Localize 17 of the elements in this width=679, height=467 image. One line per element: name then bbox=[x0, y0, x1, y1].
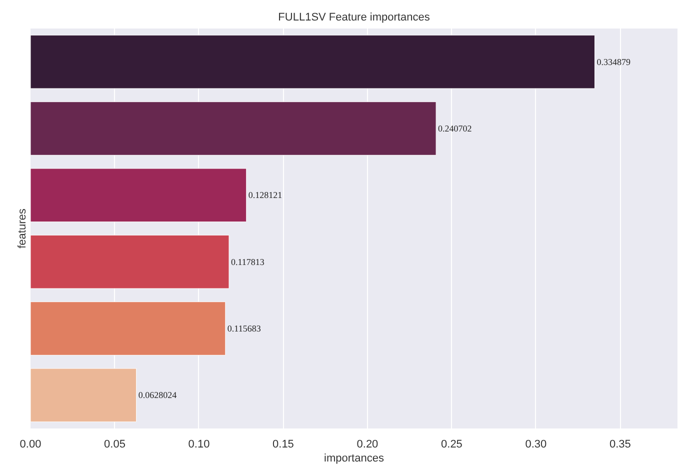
x-tick-label: 0.05 bbox=[104, 438, 126, 450]
x-tick-label: 0.25 bbox=[441, 438, 462, 450]
x-tick-label: 0.10 bbox=[188, 438, 210, 450]
data-label: 0.128121 bbox=[248, 190, 282, 200]
x-tick-label: 0.35 bbox=[610, 438, 631, 450]
x-tick-label: 0.00 bbox=[20, 438, 42, 450]
data-label: 0.334879 bbox=[596, 56, 631, 67]
x-tick-label: 0.20 bbox=[356, 438, 378, 450]
data-label: 0.240702 bbox=[438, 124, 472, 134]
y-axis-title: features bbox=[16, 208, 28, 248]
chart-title: FULL1SV Feature importances bbox=[278, 12, 430, 24]
x-axis-title: importances bbox=[324, 452, 384, 464]
x-tick-label: 0.30 bbox=[525, 438, 547, 450]
data-label: 0.117813 bbox=[231, 256, 265, 267]
x-tick-label: 0.15 bbox=[272, 438, 294, 450]
data-label: 0.115683 bbox=[227, 324, 262, 334]
data-label: 0.0628024 bbox=[138, 390, 178, 400]
